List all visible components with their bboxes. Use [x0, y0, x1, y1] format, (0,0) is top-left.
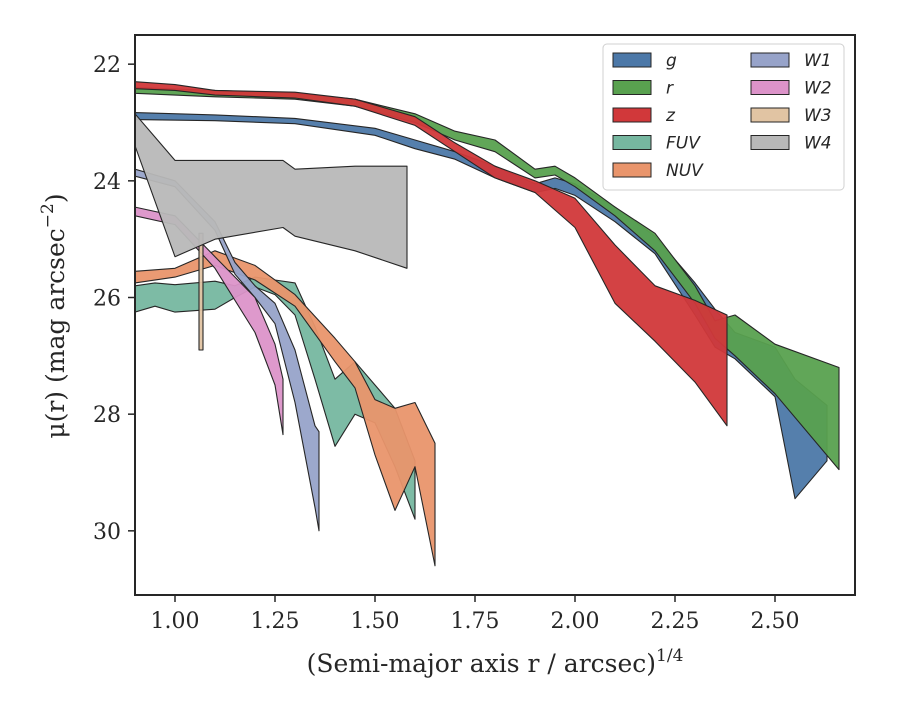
legend-swatch-w4 — [750, 135, 790, 150]
legend-swatch-g — [612, 52, 652, 68]
y-axis-title-suffix: ) — [41, 193, 70, 203]
x-tick-label: 2.50 — [751, 609, 800, 634]
series-band-w4 — [135, 113, 408, 269]
x-tick-label: 1.50 — [351, 609, 400, 634]
x-axis-title-main: (Semi-major axis r / arcsec) — [307, 649, 656, 678]
y-tick-label: 22 — [93, 53, 121, 78]
legend-label-g: g — [666, 51, 677, 71]
x-axis-title: (Semi-major axis r / arcsec)1/4 — [307, 646, 684, 678]
ticks-layer: 1.00 1.25 1.50 1.75 2.00 2.25 2.50 22 24 26 28 30 — [93, 53, 799, 634]
x-tick-label: 1.25 — [251, 609, 300, 634]
axes-layer — [134, 34, 856, 596]
x-axis-title-exponent: 1/4 — [656, 646, 683, 666]
y-tick-label: 24 — [93, 170, 121, 195]
legend-label-w2: W2 — [804, 79, 832, 99]
legend-swatch-w2 — [750, 80, 790, 95]
y-tick-label: 28 — [93, 403, 121, 428]
legend-label-w3: W3 — [804, 106, 832, 126]
y-tick-label: 26 — [93, 287, 121, 312]
y-axis-title-main: μ(r) (mag arcsec — [41, 228, 70, 438]
legend-swatch-z — [612, 107, 652, 123]
y-tick-label: 30 — [93, 520, 121, 545]
legend-label-w1: W1 — [804, 51, 832, 71]
legend-swatch-r — [612, 80, 652, 95]
x-tick-label: 1.00 — [151, 609, 200, 634]
legend-swatch-w3 — [750, 107, 790, 123]
series-band-w3 — [198, 232, 204, 351]
y-axis-title: μ(r) (mag arcsec−2) — [38, 193, 70, 438]
x-tick-label: 2.00 — [551, 609, 600, 634]
legend-swatch-fuv — [612, 135, 652, 150]
x-tick-label: 2.25 — [651, 609, 700, 634]
legend-label-w4: W4 — [804, 134, 832, 154]
legend: grz FUV NUV W1 W2 W3 W4 — [602, 43, 845, 191]
legend-swatch-nuv — [612, 162, 652, 178]
y-axis-title-exponent: −2 — [38, 203, 58, 228]
legend-label-fuv: FUV — [666, 134, 701, 154]
x-tick-label: 1.75 — [451, 609, 500, 634]
legend-label-r: r — [666, 79, 674, 99]
legend-label-nuv: NUV — [666, 161, 704, 181]
plot-frame — [134, 34, 856, 596]
legend-swatch-w1 — [750, 52, 790, 68]
series-layer — [135, 81, 840, 567]
series-band-z — [135, 81, 728, 427]
legend-label-z: z — [665, 106, 676, 126]
